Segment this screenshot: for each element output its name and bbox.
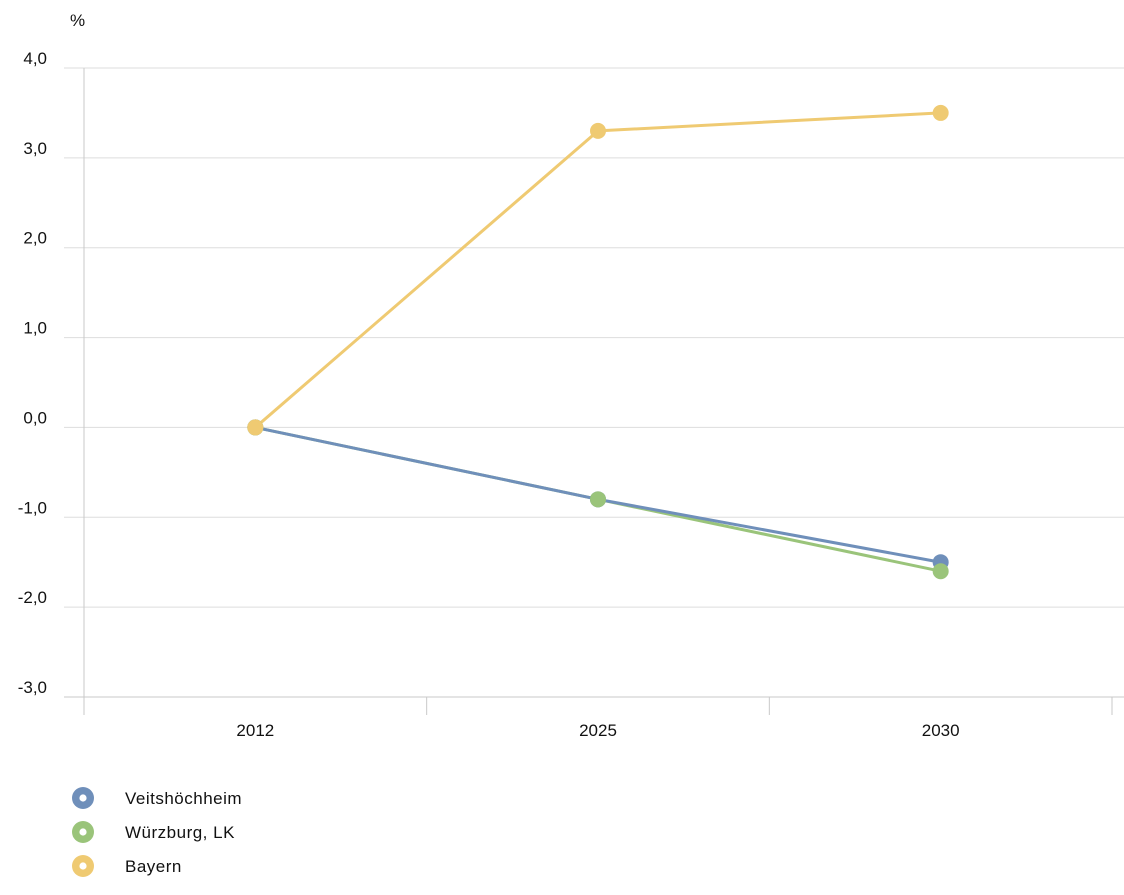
x-tick-label: 2030: [922, 721, 960, 740]
legend-marker-center: [79, 862, 87, 870]
legend-label: Veitshöchheim: [125, 789, 242, 808]
data-point: [590, 491, 606, 508]
series-line: [253, 111, 943, 429]
legend: Veitshöchheim Würzburg, LK Bayern: [72, 787, 242, 877]
data-points: [247, 104, 949, 580]
y-tick-label: 4,0: [23, 49, 47, 68]
grid-lines: [64, 67, 1124, 698]
y-tick-label: -3,0: [18, 678, 47, 697]
y-tick-label: 3,0: [23, 139, 47, 158]
y-tick-label: 1,0: [23, 319, 47, 338]
y-tick-label: 2,0: [23, 229, 47, 248]
data-point: [247, 419, 264, 436]
y-tick-label: -1,0: [18, 498, 47, 517]
y-tick-label: -2,0: [18, 588, 47, 607]
legend-marker-center: [79, 828, 87, 836]
axes: 4,0 3,0 2,0 1,0 0,0 -1,0 -2,0 -3,0 2012 2025 2030: [18, 49, 1113, 740]
x-tick-label: 2025: [579, 721, 617, 740]
data-point: [932, 104, 949, 121]
data-point: [590, 122, 606, 139]
legend-label: Bayern: [125, 857, 182, 876]
x-tick-label: 2012: [236, 721, 274, 740]
legend-label: Würzburg, LK: [125, 823, 235, 842]
data-point: [932, 563, 949, 580]
y-tick-label: 0,0: [23, 408, 47, 427]
legend-marker-center: [79, 794, 87, 802]
y-unit-label: %: [70, 11, 85, 30]
